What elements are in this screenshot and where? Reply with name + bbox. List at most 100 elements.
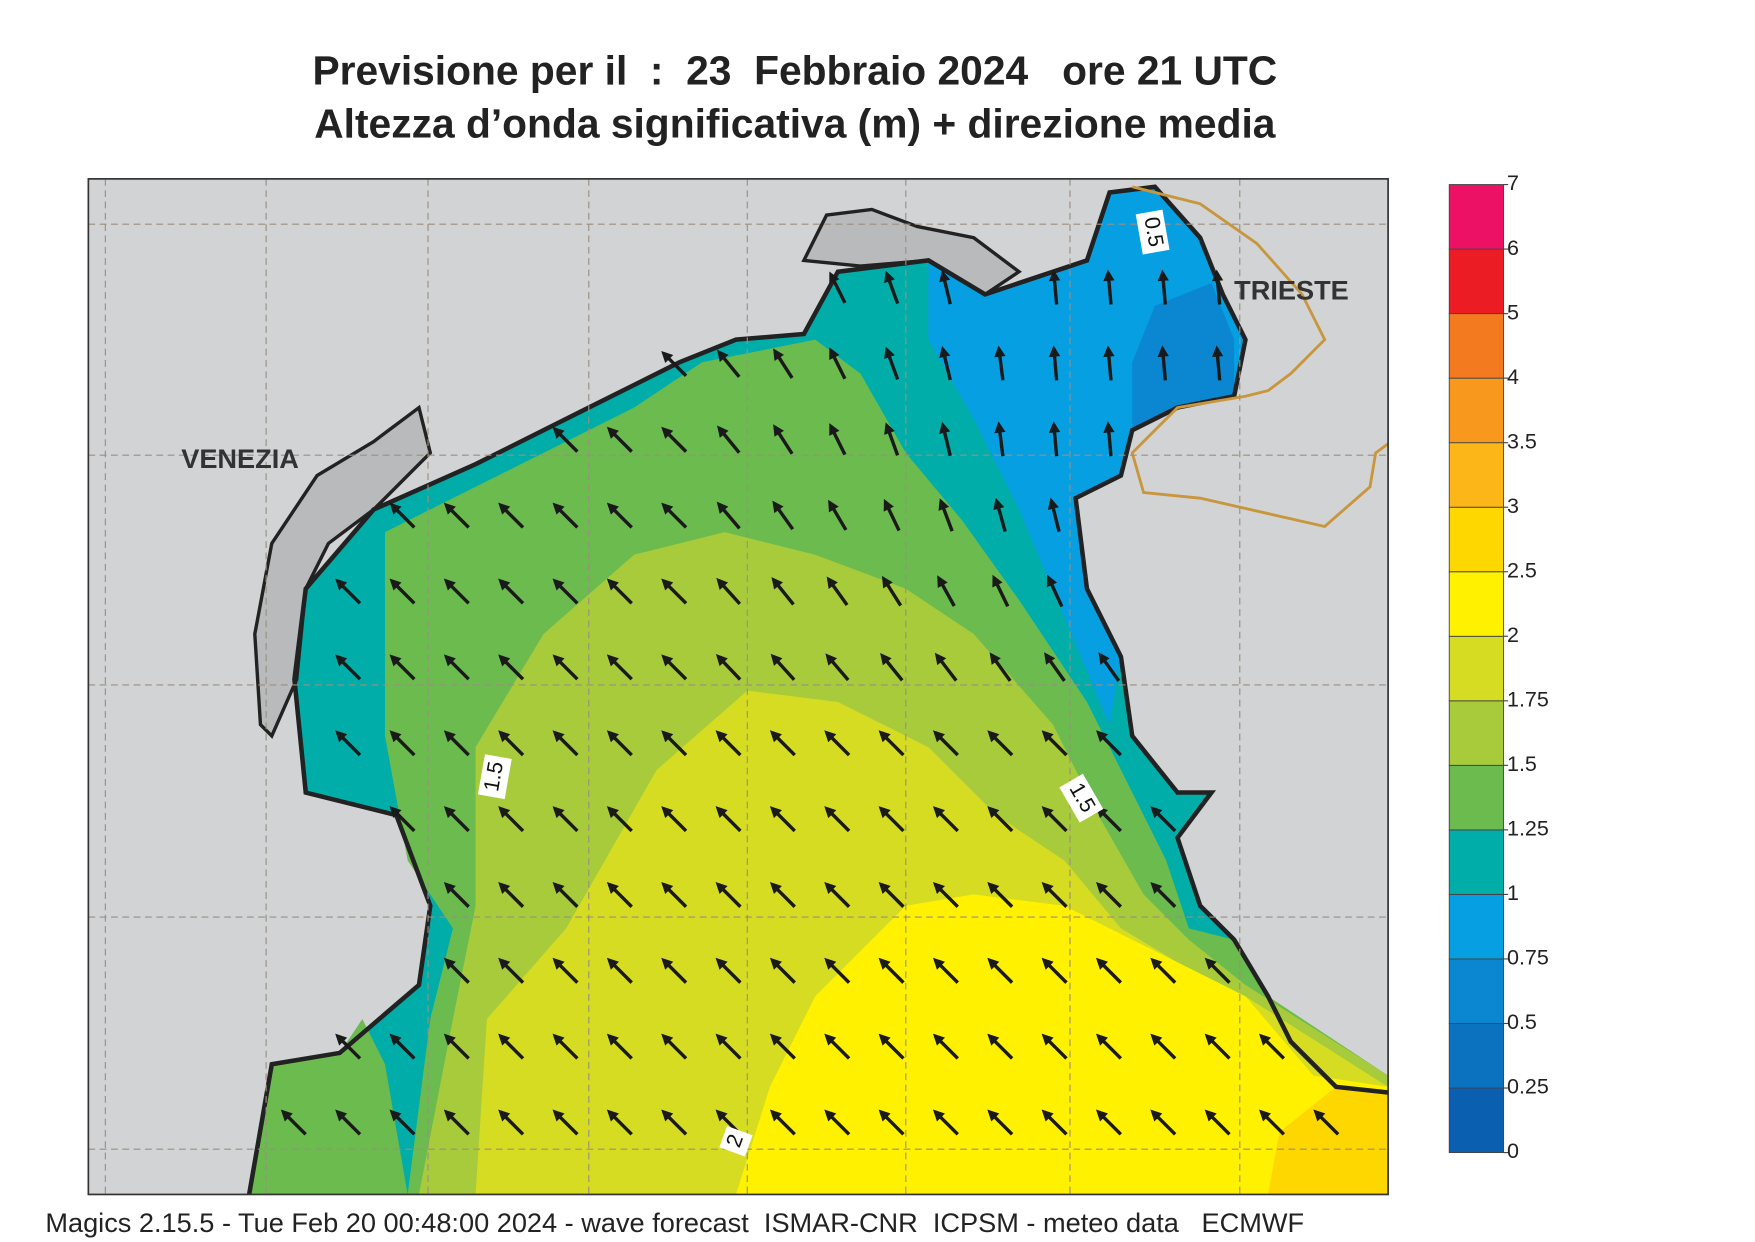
arrow-head xyxy=(389,1033,402,1046)
arrow-head xyxy=(1259,1109,1272,1122)
arrow-head xyxy=(828,499,839,513)
arrow xyxy=(878,730,905,757)
arrow-head xyxy=(987,1033,1000,1046)
arrow-head xyxy=(1211,345,1224,358)
arrow xyxy=(1103,269,1115,305)
arrow-head xyxy=(389,730,402,743)
colorbar-bin xyxy=(1448,1087,1505,1154)
arrow-head xyxy=(829,271,840,285)
arrow-head xyxy=(884,422,895,435)
arrow xyxy=(773,348,794,379)
arrow xyxy=(1157,269,1169,305)
arrow xyxy=(715,654,742,681)
border xyxy=(1130,185,1389,529)
arrow-head xyxy=(878,806,891,819)
arrow xyxy=(939,269,952,305)
colorbar-label: 1.25 xyxy=(1507,817,1549,841)
colorbar-label: 0.25 xyxy=(1507,1075,1549,1099)
sea-zone xyxy=(1268,1086,1389,1195)
arrow xyxy=(770,653,796,681)
arrow-head xyxy=(389,806,402,819)
colorbar-bin xyxy=(1448,958,1505,1024)
arrow-head xyxy=(1259,1033,1272,1046)
arrow xyxy=(717,349,741,378)
colorbar-bin xyxy=(1448,893,1505,960)
arrow xyxy=(825,653,850,682)
arrow-head xyxy=(829,347,840,360)
arrow-head xyxy=(1048,269,1061,282)
arrow-head xyxy=(1103,269,1115,282)
arrow xyxy=(1046,574,1064,608)
arrow-head xyxy=(1041,1033,1054,1046)
colorbar-label: 2.5 xyxy=(1507,558,1537,582)
arrow-head xyxy=(1204,957,1217,970)
arrow-head xyxy=(878,957,891,970)
arrow-head xyxy=(443,957,456,970)
arrow xyxy=(772,500,795,531)
arrow xyxy=(606,730,633,757)
arrow-head xyxy=(715,654,728,667)
arrow-head xyxy=(939,421,951,435)
arrow xyxy=(769,957,796,984)
arrow-head xyxy=(443,806,456,819)
arrow-head xyxy=(389,1109,402,1122)
arrow-head xyxy=(606,1109,619,1122)
arrow-head xyxy=(1044,652,1056,665)
arrow xyxy=(443,957,470,984)
arrow xyxy=(443,654,470,681)
arrow-head xyxy=(829,423,840,436)
arrow xyxy=(606,654,633,681)
arrow-head xyxy=(826,576,838,589)
arrow xyxy=(992,574,1010,608)
arrow-head xyxy=(715,1109,728,1122)
arrow-head xyxy=(715,1033,728,1046)
arrow xyxy=(1047,497,1061,533)
arrow-head xyxy=(824,957,837,970)
arrow-head xyxy=(1204,1033,1217,1046)
arrow-head xyxy=(938,498,950,511)
colorbar-bin xyxy=(1448,377,1505,444)
arrow xyxy=(769,1033,796,1060)
place-label: TRIESTE xyxy=(1234,274,1349,305)
arrow xyxy=(884,270,900,305)
arrow xyxy=(717,425,741,454)
arrow xyxy=(987,1109,1014,1136)
arrow xyxy=(771,577,795,606)
arrow xyxy=(994,345,1006,381)
arrow-head xyxy=(606,957,619,970)
arrow xyxy=(937,575,956,607)
arrow-head xyxy=(769,957,782,970)
arrow xyxy=(939,345,952,381)
arrow xyxy=(715,806,742,833)
arrow xyxy=(1048,345,1061,381)
arrow-head xyxy=(715,957,728,970)
arrow xyxy=(828,499,848,531)
arrow xyxy=(1041,806,1068,833)
arrow-head xyxy=(769,730,782,743)
arrow-head xyxy=(1098,652,1110,665)
arrow xyxy=(994,421,1006,457)
arrow-head xyxy=(769,1033,782,1046)
arrow xyxy=(389,730,416,757)
map: VENEZIA TRIESTE 1.5 1.5 2 0.5 xyxy=(87,178,1389,1196)
arrow-head xyxy=(824,1109,837,1122)
arrow xyxy=(934,652,958,682)
arrow xyxy=(881,575,903,607)
arrow-head xyxy=(934,652,947,666)
arrow xyxy=(824,1033,851,1060)
arrow-head xyxy=(770,653,783,666)
arrow-head xyxy=(1041,806,1054,819)
colorbar-bin xyxy=(1448,248,1505,315)
map-frame xyxy=(87,178,1389,1196)
arrow-head xyxy=(994,421,1006,434)
arrow xyxy=(878,806,905,833)
arrow xyxy=(826,576,849,607)
arrow-head xyxy=(443,1033,456,1046)
contour-label: 0.5 xyxy=(1139,215,1168,249)
arrow xyxy=(878,957,905,984)
arrow xyxy=(878,1109,905,1136)
arrow-head xyxy=(878,1109,891,1122)
arrow-head xyxy=(939,269,951,283)
arrow xyxy=(829,271,847,304)
colorbar-label: 1 xyxy=(1507,881,1519,905)
